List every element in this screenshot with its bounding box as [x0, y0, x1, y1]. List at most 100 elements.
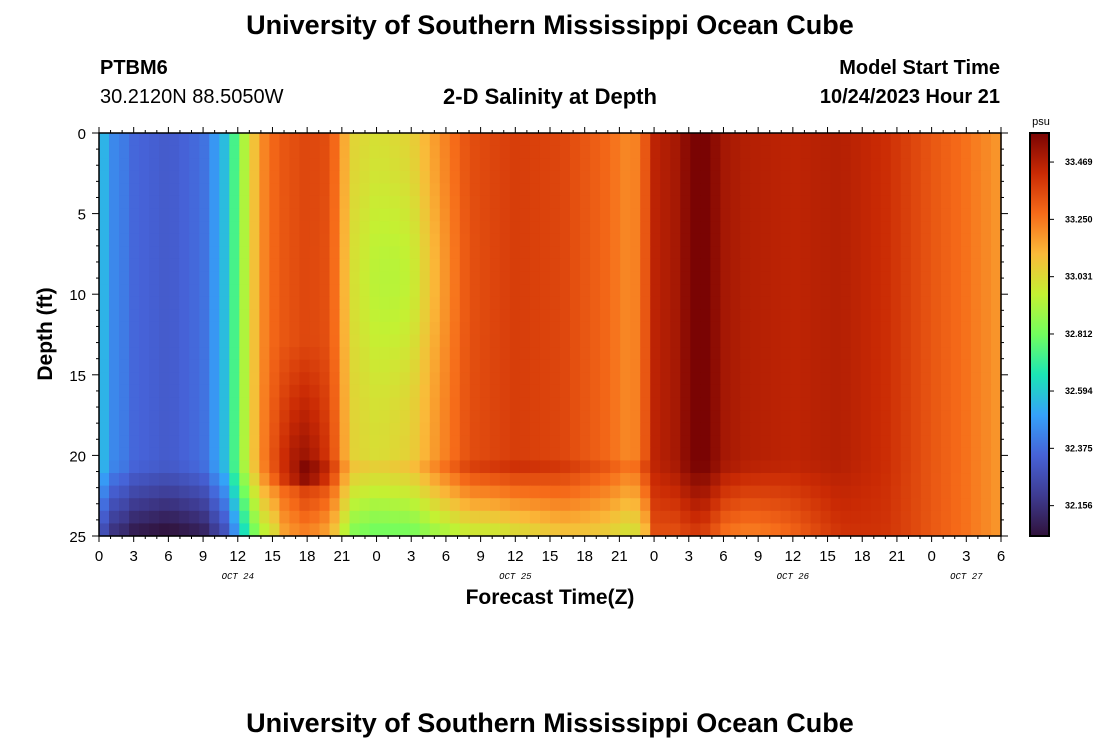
heat-cell: [600, 397, 611, 411]
heat-cell: [219, 133, 230, 147]
heat-cell: [850, 473, 862, 487]
heat-cell: [750, 347, 762, 361]
heat-cell: [860, 170, 872, 184]
heat-cell: [439, 485, 451, 499]
heat-cell: [550, 447, 561, 462]
heat-cell: [630, 170, 641, 184]
heat-cell: [870, 246, 882, 260]
heat-cell: [990, 321, 1002, 336]
heat-cell: [349, 158, 361, 172]
heat-cell: [119, 284, 130, 298]
heat-cell: [469, 473, 481, 487]
heat-cell: [159, 410, 170, 424]
heat-cell: [780, 460, 792, 474]
heat-cell: [239, 145, 250, 159]
heat-cell: [529, 435, 541, 449]
heat-cell: [369, 158, 381, 172]
heat-cell: [670, 158, 681, 172]
heat-cell: [479, 372, 491, 386]
heat-cell: [159, 158, 170, 172]
heat-cell: [660, 170, 671, 184]
heat-cell: [670, 498, 681, 512]
heat-cell: [269, 485, 280, 499]
heat-cell: [690, 460, 701, 474]
heat-cell: [880, 309, 892, 323]
heat-cell: [560, 410, 571, 424]
heat-cell: [930, 258, 942, 273]
heat-cell: [499, 309, 511, 323]
heat-cell: [469, 271, 481, 285]
heat-cell: [820, 422, 832, 436]
heat-cell: [139, 284, 150, 298]
heat-cell: [199, 183, 210, 197]
heat-cell: [269, 410, 280, 424]
heat-cell: [319, 183, 331, 197]
heat-cell: [319, 410, 331, 424]
heat-cell: [930, 435, 942, 449]
heat-cell: [670, 221, 681, 235]
heat-cell: [660, 208, 671, 222]
heat-cell: [570, 410, 581, 424]
heat-cell: [359, 372, 371, 386]
heat-cell: [179, 246, 190, 260]
heat-cell: [279, 460, 291, 474]
heat-cell: [590, 309, 601, 323]
heat-cell: [740, 158, 752, 172]
heat-cell: [509, 208, 521, 222]
heat-cell: [109, 145, 120, 159]
heat-cell: [800, 309, 812, 323]
heat-cell: [319, 195, 331, 210]
heat-cell: [279, 271, 291, 285]
heat-cell: [750, 133, 762, 147]
colorbar-tick-label: 33.469: [1065, 157, 1093, 167]
heat-cell: [439, 498, 451, 512]
heat-cell: [159, 372, 170, 386]
heat-cell: [550, 246, 561, 260]
heat-cell: [429, 347, 441, 361]
heat-cell: [169, 195, 180, 210]
heat-cell: [309, 158, 321, 172]
heat-cell: [780, 321, 792, 336]
heat-cell: [600, 347, 611, 361]
heat-cell: [840, 271, 852, 285]
heat-cell: [109, 359, 120, 373]
heat-cell: [790, 498, 802, 512]
heat-cell: [419, 258, 431, 273]
heat-cell: [730, 145, 742, 159]
heat-cell: [910, 372, 922, 386]
heat-cell: [349, 397, 361, 411]
heat-cell: [429, 397, 441, 411]
heat-cell: [960, 523, 972, 537]
heat-cell: [279, 158, 291, 172]
heat-cell: [529, 447, 541, 462]
heat-cell: [580, 158, 591, 172]
heat-cell: [539, 498, 551, 512]
heat-cell: [139, 435, 150, 449]
heat-cell: [199, 170, 210, 184]
heat-cell: [580, 195, 591, 210]
heat-cell: [550, 296, 561, 310]
heat-cell: [459, 435, 471, 449]
heat-cell: [229, 372, 240, 386]
heat-cell: [990, 447, 1002, 462]
heat-cell: [399, 384, 411, 399]
heat-cell: [529, 510, 541, 524]
heat-cell: [259, 246, 270, 260]
heat-cell: [179, 145, 190, 159]
heat-cell: [379, 447, 391, 462]
heat-cell: [950, 473, 962, 487]
heat-cell: [990, 221, 1002, 235]
heat-cell: [109, 397, 120, 411]
heat-cell: [119, 410, 130, 424]
heat-cell: [479, 422, 491, 436]
heat-cell: [800, 158, 812, 172]
heat-cell: [169, 246, 180, 260]
heat-cell: [550, 397, 561, 411]
heat-cell: [479, 460, 491, 474]
heat-cell: [349, 296, 361, 310]
heat-cell: [780, 183, 792, 197]
heat-cell: [429, 473, 441, 487]
heat-cell: [590, 170, 601, 184]
heat-cell: [379, 523, 391, 537]
heat-cell: [880, 510, 892, 524]
